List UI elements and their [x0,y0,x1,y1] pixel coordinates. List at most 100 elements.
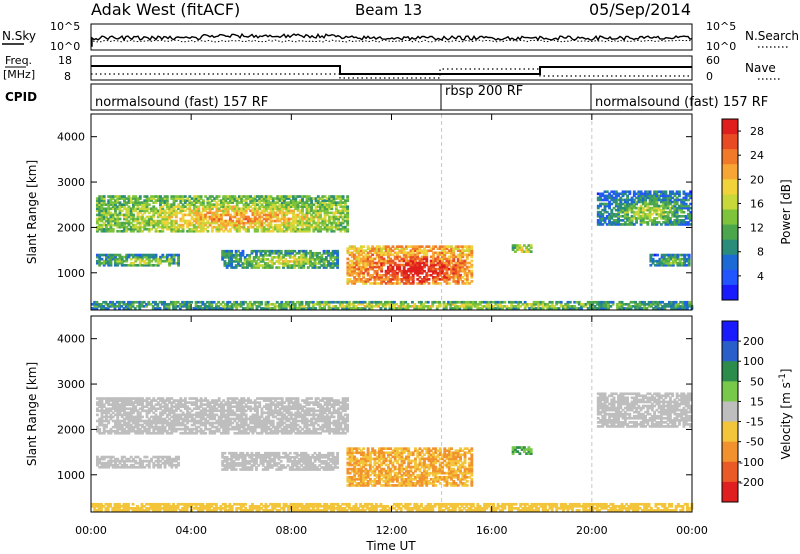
echo-pixel [217,223,221,227]
echo-pixel [208,205,212,209]
echo-pixel [233,197,237,200]
echo-pixel [159,215,162,219]
echo-pixel [255,260,258,263]
echo-pixel [637,216,641,220]
echo-pixel [279,251,283,255]
echo-pixel [145,205,149,209]
echo-pixel [251,219,255,223]
echo-pixel [307,307,311,310]
echo-pixel [359,269,363,273]
echo-pixel [120,427,124,431]
echo-pixel [627,305,631,308]
echo-pixel [408,305,412,308]
echo-pixel [127,215,131,219]
echo-pixel [195,219,199,223]
echo-pixel [599,204,602,208]
echo-pixel [136,403,140,406]
echo-pixel [138,227,142,231]
echo-pixel [364,257,368,261]
echo-pixel [443,278,447,281]
echo-pixel [350,273,354,277]
echo-pixel [371,267,375,271]
echo-pixel [649,302,653,306]
echo-pixel [102,259,106,263]
echo-pixel [170,257,174,261]
echo-pixel [406,305,410,308]
echo-pixel [307,203,311,207]
echo-pixel [673,210,677,214]
echo-pixel [233,205,237,209]
echo-pixel [109,201,113,204]
echo-pixel [339,201,343,204]
echo-pixel [100,203,104,207]
echo-pixel [423,253,426,257]
echo-pixel [291,300,295,304]
echo-pixel [450,253,453,257]
echo-pixel [331,256,335,259]
echo-pixel [147,207,151,211]
echo-pixel [386,261,390,265]
echo-pixel [190,427,194,431]
echo-pixel [259,251,263,255]
echo-pixel [312,219,316,223]
echo-pixel [192,213,196,217]
echo-pixel [215,227,219,231]
echo-pixel [208,221,212,225]
echo-pixel [197,413,201,417]
echo-pixel [102,425,106,429]
freq-tick-top: 18 [58,54,72,67]
echo-pixel [141,207,144,211]
echo-pixel [255,300,259,304]
echo-pixel [134,407,138,411]
echo-pixel [190,397,194,400]
echo-pixel [120,255,124,259]
echo-pixel [105,223,108,227]
echo-pixel [125,215,129,219]
echo-pixel [429,269,433,273]
echo-pixel [375,251,379,255]
colorbar-swatch [722,194,738,210]
echo-pixel [109,257,113,261]
echo-pixel [179,225,183,229]
echo-pixel [123,215,126,219]
echo-pixel [233,221,237,225]
echo-pixel [454,267,458,271]
echo-pixel [141,229,144,233]
echo-pixel [393,300,396,304]
echo-pixel [346,217,350,221]
echo-pixel [305,203,309,207]
echo-pixel [407,253,411,257]
echo-pixel [405,280,408,283]
echo-pixel [323,203,327,207]
echo-pixel [305,205,309,209]
echo-pixel [332,300,336,304]
echo-pixel [604,305,608,308]
echo-pixel [334,215,338,219]
echo-pixel [286,253,290,257]
echo-pixel [283,223,286,227]
echo-pixel [246,305,250,308]
echo-pixel [329,264,333,267]
echo-pixel [109,399,113,402]
echo-pixel [425,245,429,248]
echo-pixel [258,221,262,225]
echo-pixel [168,209,171,213]
echo-pixel [662,194,666,198]
echo-pixel [617,212,620,216]
echo-pixel [179,205,183,209]
echo-pixel [145,305,148,308]
echo-pixel [293,258,297,261]
echo-pixel [329,307,333,310]
echo-pixel [150,217,153,221]
echo-pixel [214,302,218,306]
echo-pixel [443,257,447,261]
echo-pixel [100,223,104,227]
echo-pixel [402,307,405,310]
echo-pixel [230,302,234,306]
echo-pixel [672,307,676,310]
echo-pixel [141,429,144,433]
echo-pixel [270,264,274,267]
echo-pixel [247,227,250,231]
echo-pixel [138,221,142,225]
echo-pixel [226,229,230,233]
